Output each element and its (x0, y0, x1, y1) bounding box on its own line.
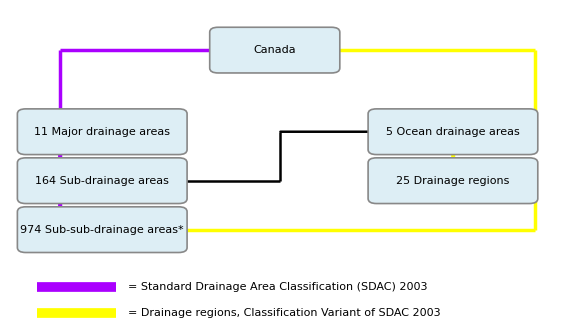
FancyBboxPatch shape (368, 109, 538, 155)
Text: 5 Ocean drainage areas: 5 Ocean drainage areas (386, 127, 520, 137)
Text: = Standard Drainage Area Classification (SDAC) 2003: = Standard Drainage Area Classification … (128, 282, 427, 292)
Text: 974 Sub-sub-drainage areas*: 974 Sub-sub-drainage areas* (20, 225, 184, 235)
FancyBboxPatch shape (368, 158, 538, 204)
Text: 164 Sub-drainage areas: 164 Sub-drainage areas (36, 176, 169, 186)
Text: = Drainage regions, Classification Variant of SDAC 2003: = Drainage regions, Classification Varia… (128, 308, 440, 318)
FancyBboxPatch shape (210, 27, 340, 73)
FancyBboxPatch shape (17, 207, 187, 253)
Text: 25 Drainage regions: 25 Drainage regions (396, 176, 510, 186)
Text: Canada: Canada (254, 45, 296, 55)
Text: 11 Major drainage areas: 11 Major drainage areas (34, 127, 170, 137)
FancyBboxPatch shape (17, 109, 187, 155)
FancyBboxPatch shape (17, 158, 187, 204)
